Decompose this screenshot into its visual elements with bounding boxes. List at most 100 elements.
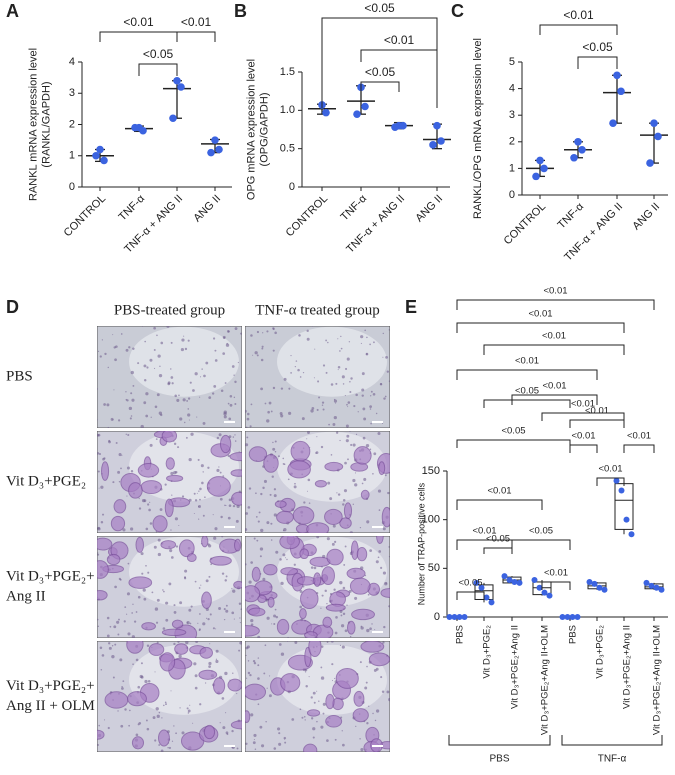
significance-label: <0.05 — [365, 65, 396, 79]
cell-dot — [344, 394, 346, 397]
cell-dot — [354, 596, 358, 600]
cell-dot — [156, 393, 160, 397]
cell-dot — [316, 536, 320, 539]
osteoclast — [171, 619, 184, 629]
cell-dot — [236, 747, 239, 750]
cell-dot — [306, 329, 309, 333]
osteoclast — [198, 669, 218, 680]
osteoclast — [233, 580, 242, 589]
osteoclast — [245, 625, 260, 637]
cell-dot — [301, 716, 304, 719]
cell-dot — [153, 367, 156, 370]
osteoclast — [152, 515, 168, 533]
cell-dot — [97, 625, 100, 627]
cell-dot — [299, 708, 302, 711]
cell-dot — [311, 717, 314, 720]
cell-dot — [246, 436, 249, 439]
significance-label: <0.01 — [585, 406, 609, 417]
cell-dot — [165, 703, 167, 706]
cell-dot — [320, 676, 325, 680]
cell-dot — [98, 487, 100, 489]
cell-dot — [130, 415, 133, 417]
cell-dot — [116, 620, 120, 624]
osteoclast — [325, 603, 346, 612]
cell-dot — [316, 720, 318, 723]
cell-dot — [245, 654, 247, 657]
cell-dot — [315, 452, 317, 454]
cell-dot — [342, 743, 345, 747]
cell-dot — [97, 470, 100, 473]
cell-dot — [225, 343, 230, 347]
osteoclast — [233, 538, 242, 552]
cell-dot — [231, 587, 233, 589]
data-point — [601, 586, 608, 593]
x-tick-label: Vit D₃+PGE₂+Ang II+OLM — [540, 625, 551, 735]
y-axis-label: OPG mRNA expression level — [245, 59, 257, 200]
significance-bracket — [483, 344, 625, 355]
data-point — [536, 156, 544, 165]
cell-dot — [342, 503, 345, 506]
cell-dot — [205, 361, 209, 365]
cell-dot — [200, 584, 202, 586]
cell-dot — [185, 436, 188, 439]
data-point — [353, 110, 361, 118]
cell-dot — [225, 712, 227, 714]
osteoclast — [267, 596, 275, 608]
cell-dot — [267, 410, 270, 414]
cell-dot — [279, 411, 283, 415]
cell-dot — [179, 417, 183, 421]
cell-dot — [329, 497, 333, 501]
cell-dot — [320, 666, 323, 669]
data-point — [456, 614, 463, 620]
cell-dot — [269, 493, 272, 496]
cell-dot — [337, 493, 341, 496]
x-tick-label: CONTROL — [62, 193, 109, 240]
cell-dot — [337, 338, 339, 340]
data-point — [569, 614, 576, 620]
cell-dot — [332, 423, 336, 426]
cell-dot — [223, 608, 226, 611]
scale-bar — [372, 421, 383, 423]
scale-bar — [224, 631, 235, 633]
cell-dot — [291, 718, 295, 721]
cell-dot — [374, 719, 377, 722]
osteoclast — [274, 500, 287, 508]
cell-dot — [384, 395, 387, 398]
cell-dot — [287, 636, 289, 638]
cell-dot — [193, 662, 197, 666]
cell-dot — [239, 617, 241, 619]
cell-dot — [324, 589, 327, 593]
cell-dot — [369, 405, 372, 409]
osteoclast — [303, 743, 318, 752]
cell-dot — [137, 362, 140, 365]
cell-dot — [124, 708, 127, 711]
cell-dot — [272, 327, 275, 330]
cell-dot — [212, 337, 216, 340]
cell-dot — [107, 726, 110, 730]
cell-dot — [208, 665, 211, 668]
cell-dot — [286, 641, 289, 642]
cell-dot — [377, 556, 380, 559]
cell-dot — [186, 707, 189, 710]
y-tick-label: 3 — [69, 87, 75, 99]
osteoclast — [97, 537, 113, 551]
cell-dot — [189, 622, 192, 625]
column-header: PBS-treated group — [114, 302, 225, 318]
data-point — [536, 584, 543, 591]
significance-bracket — [456, 369, 598, 380]
cell-dot — [175, 732, 177, 735]
osteoclast — [227, 678, 242, 692]
cell-dot — [280, 387, 284, 390]
osteoclast — [308, 641, 322, 657]
cell-dot — [372, 392, 376, 396]
osteoclast — [296, 576, 316, 586]
cell-dot — [355, 433, 358, 436]
cell-dot — [276, 727, 281, 731]
cell-dot — [99, 646, 103, 650]
significance-label: <0.01 — [515, 356, 539, 367]
cell-dot — [135, 658, 139, 662]
cell-dot — [232, 436, 235, 438]
cell-dot — [340, 335, 342, 338]
cell-dot — [182, 398, 186, 402]
cell-dot — [361, 388, 365, 392]
